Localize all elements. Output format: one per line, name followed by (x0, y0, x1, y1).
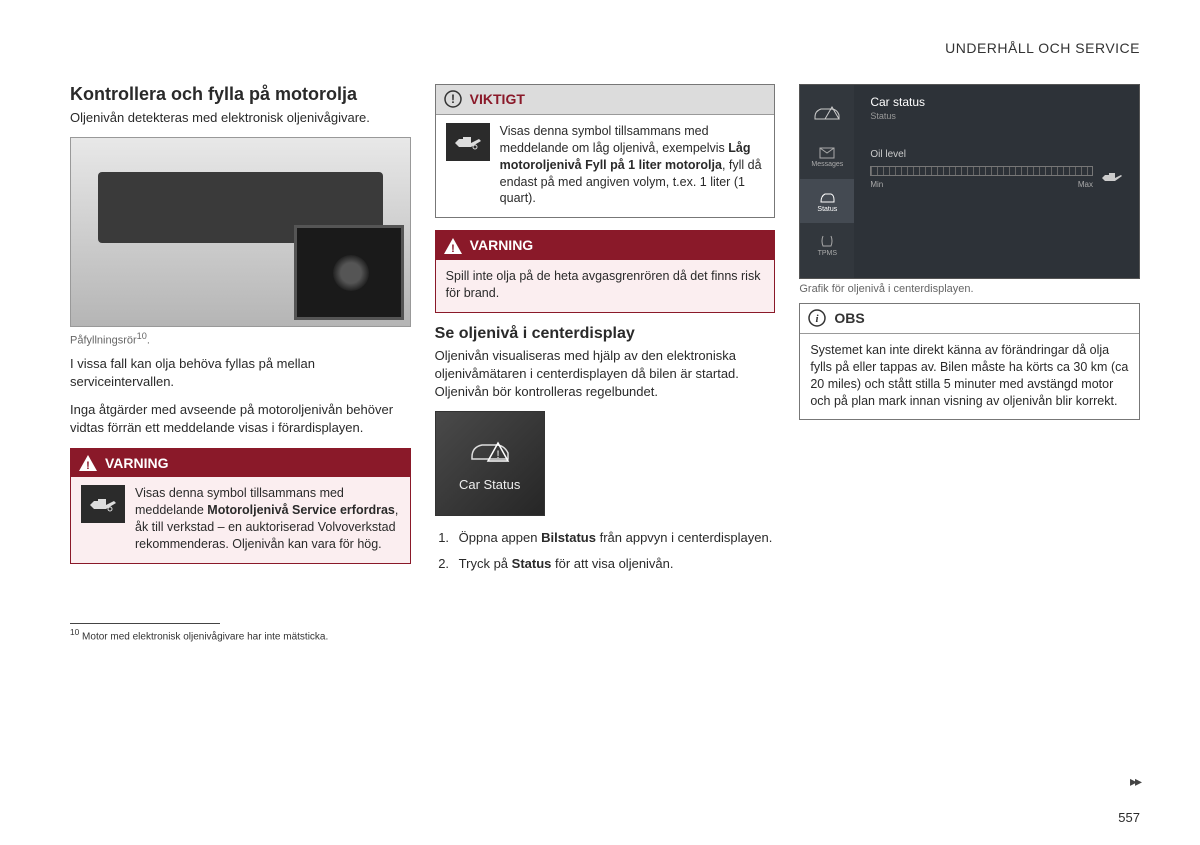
svg-text:!: ! (451, 92, 455, 106)
list-item: Öppna appen Bilstatus från appvyn i cent… (453, 528, 776, 548)
section-header: UNDERHÅLL OCH SERVICE (70, 40, 1140, 56)
gauge-max: Max (1078, 180, 1093, 189)
display-sidebar-status: Status (800, 179, 854, 223)
footnote: 10 Motor med elektronisk oljenivågivare … (70, 627, 1140, 642)
callout-header: ! VARNING (436, 231, 775, 260)
page-number: 557 (1118, 810, 1140, 825)
svg-text:!: ! (496, 449, 499, 461)
callout-label: VIKTIGT (470, 90, 525, 109)
display-subtitle: Status (870, 111, 1123, 121)
column-2: ! VIKTIGT Visas denna symbol tillsammans… (435, 84, 776, 579)
intro-text: Oljenivån detekteras med elektronisk olj… (70, 109, 411, 127)
body-paragraph: I vissa fall kan olja behöva fyllas på m… (70, 355, 411, 391)
gauge-min: Min (870, 180, 883, 189)
car-status-app-tile: ! Car Status (435, 411, 545, 516)
column-1: Kontrollera och fylla på motorolja Oljen… (70, 84, 411, 579)
warning-triangle-icon: ! (444, 238, 462, 254)
note-callout: i OBS Systemet kan inte direkt känna av … (799, 303, 1140, 420)
callout-header: ! VARNING (71, 449, 410, 478)
column-3: Messages Status TPMS Car status Status O… (799, 84, 1140, 579)
engine-photo (70, 137, 411, 327)
steps-list: Öppna appen Bilstatus från appvyn i cent… (453, 528, 776, 573)
photo-caption: Påfyllningsrör10. (70, 331, 411, 347)
display-main: Car status Status Oil level Min Max (854, 85, 1139, 278)
svg-text:!: ! (86, 460, 90, 471)
page-title: Kontrollera och fylla på motorolja (70, 84, 411, 105)
warning-triangle-icon: ! (79, 455, 97, 471)
body-paragraph: Oljenivån visualiseras med hjälp av den … (435, 347, 776, 402)
continue-arrows-icon: ▸▸ (1130, 773, 1140, 790)
subsection-title: Se oljenivå i centerdisplay (435, 325, 776, 343)
callout-header: ! VIKTIGT (436, 85, 775, 115)
display-caption: Grafik för oljenivå i centerdisplayen. (799, 283, 1140, 295)
oil-cap-inset (294, 225, 404, 320)
callout-text: Visas denna symbol tillsammans med medde… (500, 123, 765, 207)
info-icon: i (808, 309, 826, 327)
oil-level-label: Oil level (870, 149, 1123, 160)
oil-level-gauge (870, 166, 1093, 176)
app-tile-label: Car Status (459, 477, 520, 492)
display-sidebar-messages: Messages (800, 135, 854, 179)
svg-text:!: ! (451, 243, 455, 254)
display-sidebar-car-icon (800, 91, 854, 135)
callout-text: Visas denna symbol tillsammans med medde… (135, 485, 400, 553)
important-callout: ! VIKTIGT Visas denna symbol tillsammans… (435, 84, 776, 218)
callout-header: i OBS (800, 304, 1139, 334)
svg-text:i: i (816, 313, 820, 325)
callout-text: Systemet kan inte direkt känna av föränd… (800, 334, 1139, 420)
oil-can-icon (1101, 171, 1123, 185)
callout-text: Spill inte olja på de heta avgasgrenröre… (436, 260, 775, 312)
display-sidebar: Messages Status TPMS (800, 85, 854, 278)
oil-can-icon (446, 123, 490, 161)
warning-callout: ! VARNING Visas denna symbol tillsammans… (70, 448, 411, 564)
callout-label: VARNING (105, 454, 169, 473)
important-icon: ! (444, 90, 462, 108)
callout-label: VARNING (470, 236, 534, 255)
callout-label: OBS (834, 309, 864, 328)
body-paragraph: Inga åtgärder med avseende på motoroljen… (70, 401, 411, 437)
display-title: Car status (870, 95, 1123, 109)
oil-can-icon (81, 485, 125, 523)
center-display-screenshot: Messages Status TPMS Car status Status O… (799, 84, 1140, 279)
warning-callout: ! VARNING Spill inte olja på de heta avg… (435, 230, 776, 313)
display-sidebar-tpms: TPMS (800, 223, 854, 267)
list-item: Tryck på Status för att visa oljenivån. (453, 554, 776, 574)
car-status-icon: ! (468, 435, 512, 469)
